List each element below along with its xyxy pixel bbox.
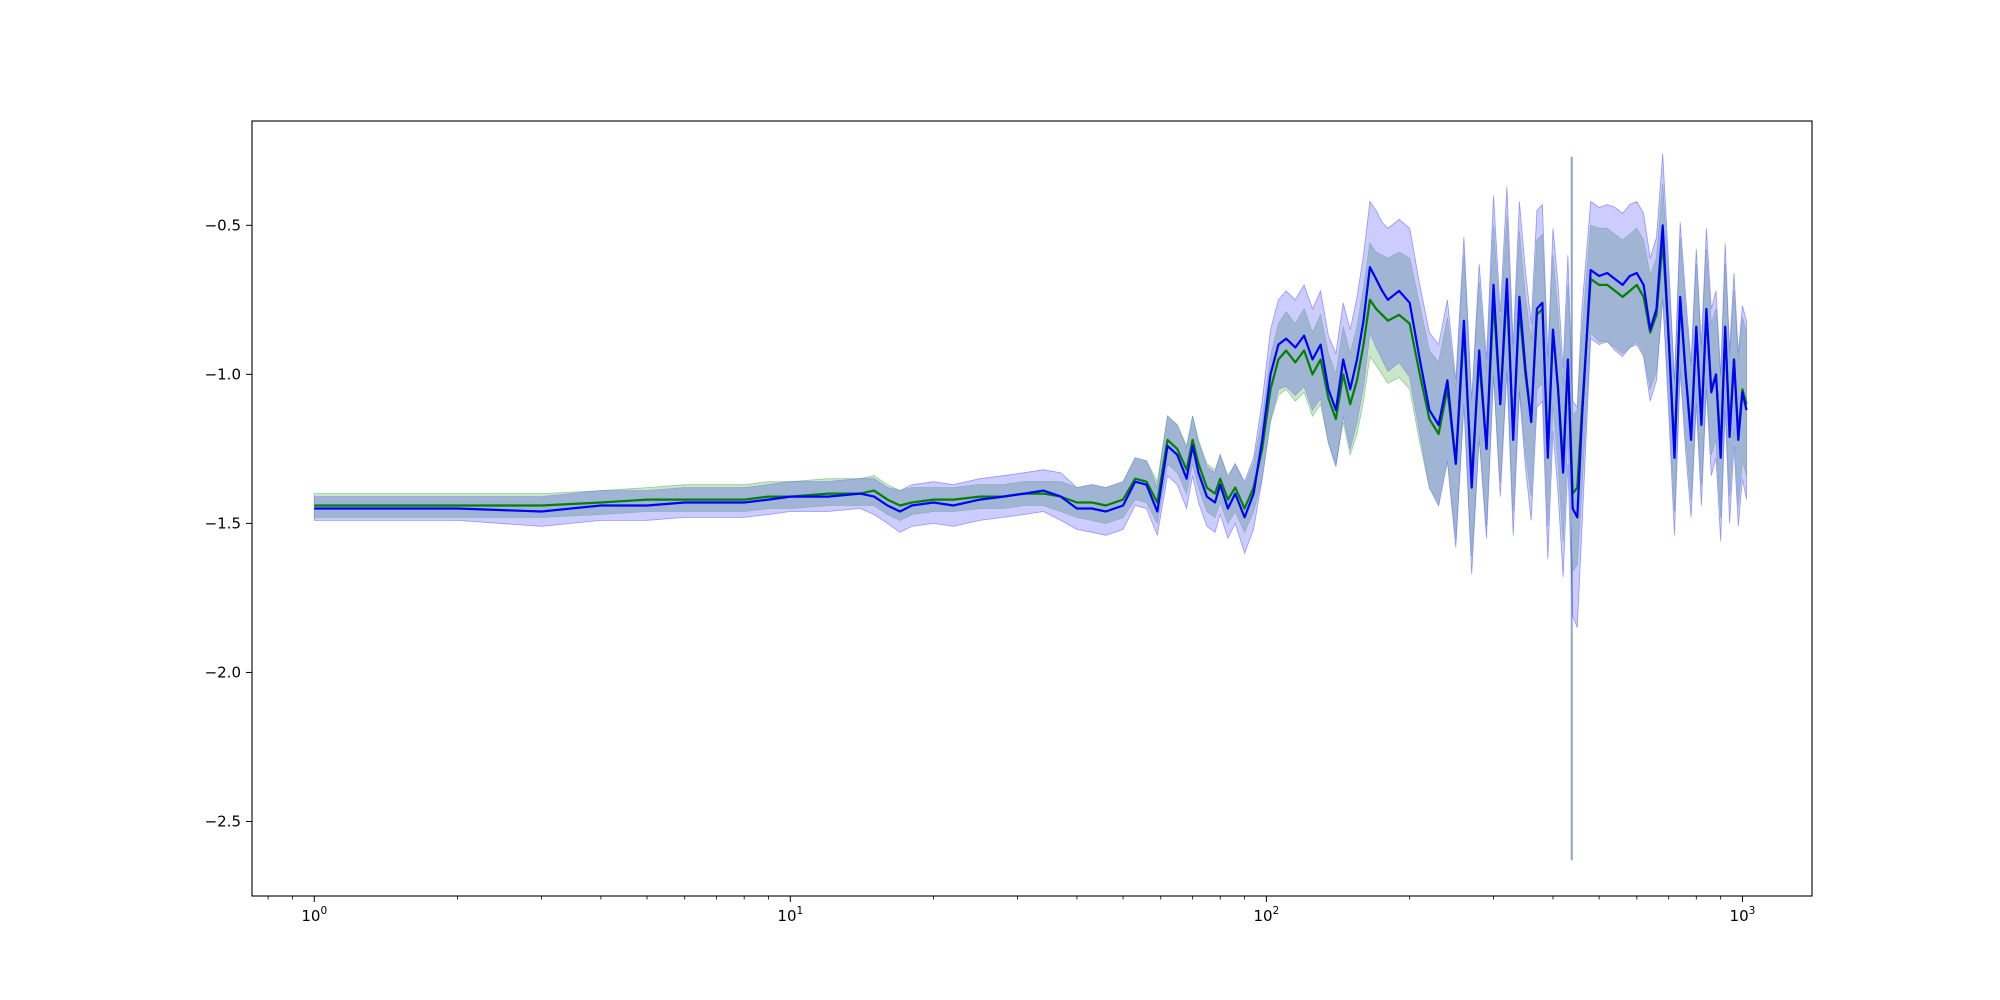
y-tick-label: −2.5 (205, 812, 241, 830)
x-tick-label: 100 (301, 905, 327, 925)
y-tick-label: −1.5 (205, 514, 241, 532)
y-tick-label: −0.5 (205, 216, 241, 234)
axes-frame (251, 120, 1813, 897)
series-layer (313, 153, 1748, 628)
y-axis: −2.5 −2.0 −1.5 −1.0 −0.5 (205, 216, 252, 830)
y-tick-label: −1.0 (205, 365, 241, 383)
x-tick-label: 101 (777, 905, 803, 925)
y-tick-label: −2.0 (205, 663, 241, 681)
band-overlap (314, 183, 1747, 572)
x-tick-label: 102 (1253, 905, 1279, 925)
line-blue (314, 224, 1748, 519)
x-axis: 100 101 102 103 (267, 896, 1756, 925)
x-tick-label: 103 (1730, 905, 1756, 925)
